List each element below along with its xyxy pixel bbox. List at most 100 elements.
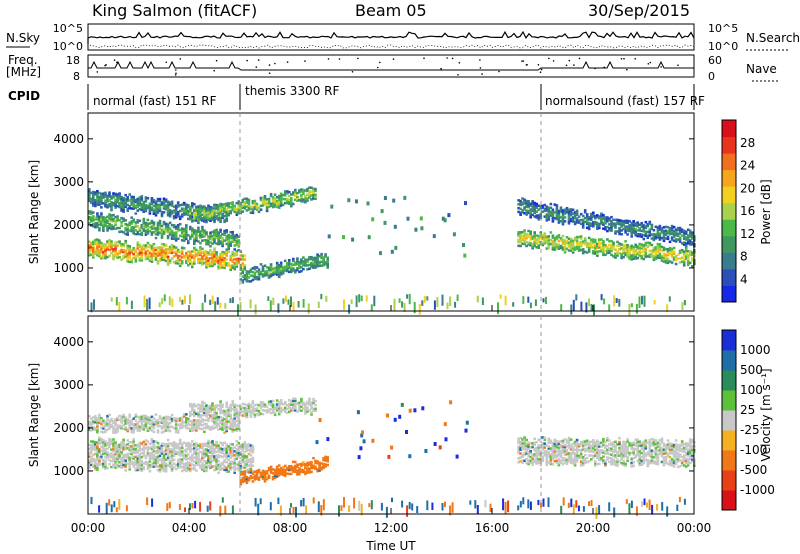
velocity-cell: [249, 411, 253, 414]
power-cell: [128, 245, 131, 248]
velocity-cell: [116, 455, 119, 459]
velocity-cell: [237, 461, 241, 464]
velocity-cell: [241, 443, 245, 446]
power-cell: [304, 189, 307, 192]
power-cell: [555, 237, 559, 240]
velocity-cell: [128, 462, 131, 465]
power-cell: [286, 197, 289, 201]
velocity-cell: [158, 450, 162, 454]
power-cell: [263, 197, 267, 200]
power-cell: [277, 200, 281, 204]
power-cell: [189, 213, 192, 217]
velocity-cell: [150, 421, 154, 424]
power-cell: [124, 251, 127, 254]
power-cell: [590, 242, 593, 245]
power-cell: [136, 203, 140, 206]
velocity-cell: [195, 427, 198, 430]
velocity-cell: [106, 455, 109, 458]
power-cell: [559, 210, 563, 213]
velocity-cell: [197, 461, 200, 465]
power-cell: [557, 221, 561, 224]
velocity-cell: [292, 409, 295, 412]
velocity-cell: [271, 475, 275, 479]
power-cell: [247, 202, 251, 205]
velocity-cell: [275, 465, 279, 469]
power-cell: [160, 242, 164, 246]
power-cell: [658, 252, 662, 256]
power-cell: [602, 249, 605, 253]
velocity-cell: [102, 466, 105, 469]
power-cell: [94, 240, 97, 244]
velocity-cell: [249, 465, 253, 469]
power-cell: [326, 264, 329, 267]
power-cell: [573, 248, 577, 251]
power-cell: [189, 294, 191, 305]
velocity-cell: [174, 430, 178, 434]
power-cell: [688, 253, 692, 257]
power-cell: [221, 205, 224, 208]
velocity-cell: [160, 421, 164, 424]
velocity-cell: [227, 464, 230, 467]
velocity-cell: [116, 465, 119, 468]
power-cell: [531, 209, 534, 213]
power-cell: [624, 229, 627, 232]
power-cell: [201, 213, 204, 216]
power-cell: [539, 205, 543, 208]
velocity-cell: [211, 455, 214, 459]
power-cell: [138, 198, 142, 201]
velocity-cell: [314, 409, 317, 413]
power-cell: [658, 236, 662, 239]
power-cell: [594, 220, 597, 224]
power-cell: [120, 203, 123, 207]
power-cell: [563, 247, 567, 250]
power-cell: [239, 266, 243, 270]
power-cell: [638, 252, 641, 255]
power-cell: [92, 200, 95, 203]
power-cell: [557, 239, 561, 243]
power-cell: [553, 217, 557, 220]
power-cell: [668, 296, 671, 302]
power-cell: [644, 226, 648, 230]
power-cell: [549, 206, 553, 210]
power-cell: [182, 256, 186, 260]
power-cell: [533, 211, 536, 214]
power-cell: [602, 251, 605, 255]
power-cell: [94, 200, 97, 204]
power-cell: [176, 212, 180, 216]
power-cell: [120, 222, 123, 226]
power-cell: [560, 304, 563, 311]
power-cell: [581, 250, 585, 253]
power-cell: [225, 215, 228, 219]
velocity-cell: [154, 446, 158, 449]
power-cell: [132, 218, 135, 221]
power-cell: [138, 227, 142, 230]
power-cell: [674, 238, 678, 241]
velocity-cell: [90, 421, 93, 424]
velocity-cell: [96, 425, 99, 428]
power-cell: [648, 255, 652, 258]
power-cell: [154, 256, 158, 259]
power-cell: [164, 208, 168, 211]
velocity-cell: [249, 457, 253, 461]
power-cell: [207, 251, 210, 254]
power-cell: [166, 249, 170, 253]
power-cell: [219, 220, 222, 223]
power-cell: [195, 239, 198, 242]
velocity-cell: [523, 459, 526, 462]
power-cell: [638, 246, 641, 250]
power-cell: [144, 223, 148, 227]
velocity-cell: [209, 416, 212, 419]
velocity-cell: [182, 455, 186, 458]
velocity-cell: [187, 421, 190, 424]
velocity-cell: [283, 470, 287, 473]
velocity-cell: [180, 446, 184, 450]
power-cell: [259, 263, 263, 266]
power-cell: [523, 200, 526, 203]
velocity-cell: [110, 454, 113, 457]
velocity-cell: [138, 415, 142, 419]
power-cell: [122, 202, 125, 206]
velocity-cell: [269, 471, 273, 474]
velocity-cell: [168, 442, 172, 445]
power-cell: [229, 264, 232, 267]
velocity-cell: [205, 452, 208, 455]
